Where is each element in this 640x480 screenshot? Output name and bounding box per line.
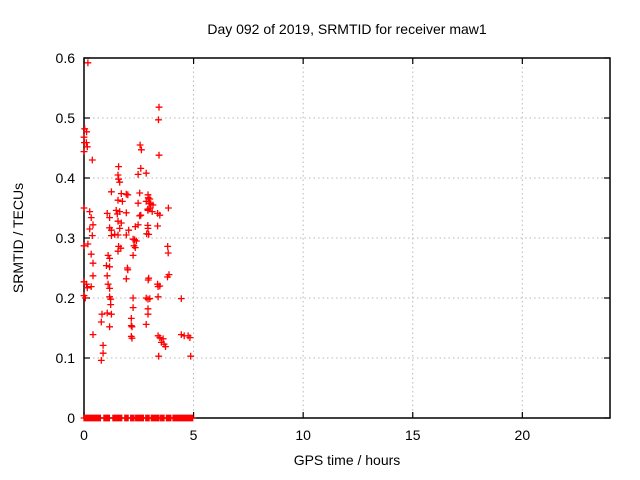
x-tick-label: 10 <box>295 427 311 443</box>
x-tick-label: 20 <box>515 427 531 443</box>
x-tick-label: 0 <box>80 427 88 443</box>
y-tick-label: 0 <box>67 410 75 426</box>
x-tick-label: 5 <box>190 427 198 443</box>
x-tick-labels: 0 5 10 15 20 <box>80 427 530 443</box>
x-tick-label: 15 <box>405 427 421 443</box>
y-tick-label: 0.2 <box>56 290 76 306</box>
y-tick-label: 0.5 <box>56 110 76 126</box>
x-axis-label: GPS time / hours <box>293 452 401 468</box>
y-tick-label: 0.6 <box>56 50 76 66</box>
y-tick-labels: 0 0.1 0.2 0.3 0.4 0.5 0.6 <box>56 50 76 426</box>
series-srmtid-scatter <box>80 59 195 364</box>
plot-border <box>83 57 611 419</box>
series-srmtid-zero-band <box>80 414 197 422</box>
y-tick-label: 0.3 <box>56 230 76 246</box>
y-tick-label: 0.4 <box>56 170 76 186</box>
tick-marks <box>83 57 610 419</box>
chart-title: Day 092 of 2019, SRMTID for receiver maw… <box>207 21 487 37</box>
grid-lines <box>84 58 610 418</box>
y-tick-label: 0.1 <box>56 350 76 366</box>
